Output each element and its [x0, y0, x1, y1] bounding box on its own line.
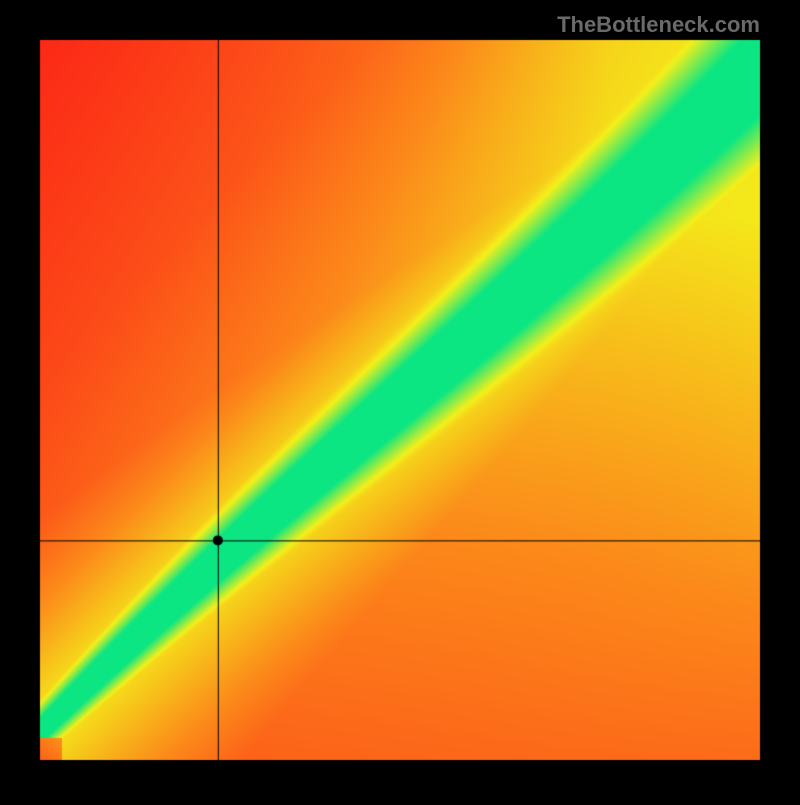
heatmap-canvas — [0, 0, 800, 800]
heatmap-plot — [0, 0, 800, 805]
watermark-text: TheBottleneck.com — [557, 12, 760, 38]
